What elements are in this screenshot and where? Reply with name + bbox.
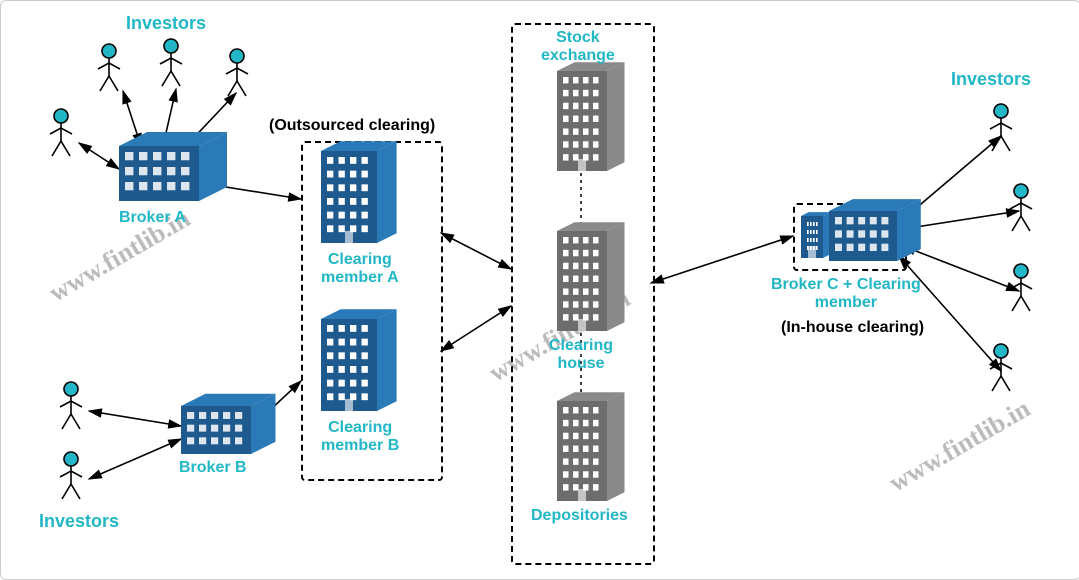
investors-label-right: Investors	[951, 69, 1031, 90]
stock-exchange-label: Stock exchange	[541, 29, 615, 65]
outsourced-label: (Outsourced clearing)	[269, 117, 435, 135]
clearing-member-b-label: Clearing member B	[321, 419, 399, 455]
broker-c-box	[793, 203, 907, 271]
depositories-label: Depositories	[531, 507, 628, 525]
inhouse-label: (In-house clearing)	[781, 319, 924, 337]
broker-b-label: Broker B	[179, 459, 247, 477]
investors-label-top: Investors	[126, 13, 206, 34]
diagram-stage: www.fintlib.in www.fintlib.in www.fintli…	[0, 0, 1079, 580]
clearing-house-label: Clearing house	[549, 337, 613, 373]
investors-label-bottom: Investors	[39, 511, 119, 532]
watermark: www.fintlib.in	[884, 394, 1035, 499]
central-entities-box	[511, 23, 655, 565]
clearing-member-a-label: Clearing member A	[321, 251, 399, 287]
broker-a-label: Broker A	[119, 209, 186, 227]
broker-c-label: Broker C + Clearing member	[771, 276, 921, 312]
